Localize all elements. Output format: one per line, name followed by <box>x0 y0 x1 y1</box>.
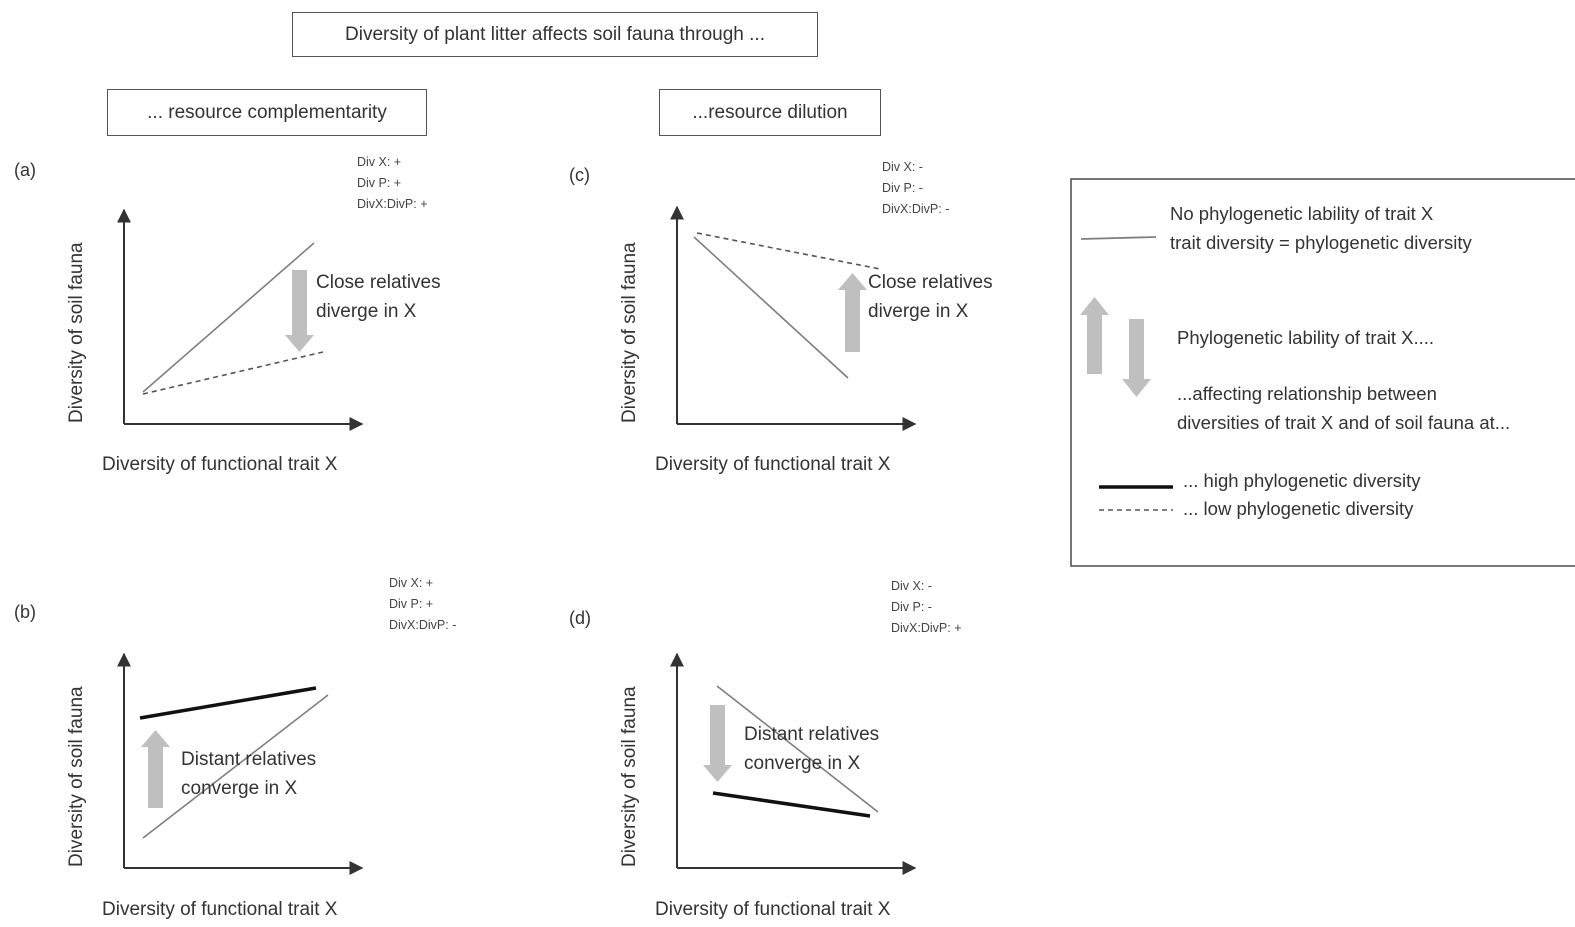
panel-b-up-arrow <box>141 730 170 808</box>
legend-up-arrow <box>1080 297 1109 374</box>
panel-d-no-lability-line <box>716 685 879 813</box>
panel-d-effect-divx: Div X: - <box>891 579 932 593</box>
panel-b-high-pd-line <box>139 686 317 720</box>
panel-a-no-lability-line <box>142 242 315 393</box>
title-box: Diversity of plant litter affects soil f… <box>292 12 818 57</box>
panel-d-effect-interaction: DivX:DivP: + <box>891 621 962 635</box>
panel-d-y-label: Diversity of soil fauna <box>619 686 640 867</box>
legend-box <box>1070 178 1575 567</box>
panel-a-label: (a) <box>14 160 36 180</box>
panel-a-low-pd-line <box>142 351 324 395</box>
legend-no-lability-line1: No phylogenetic lability of trait X <box>1170 203 1434 224</box>
panel-b-plot <box>117 652 364 875</box>
panel-a-effect-divx: Div X: + <box>357 155 402 169</box>
panel-d-plot <box>670 652 917 875</box>
panel-d-label: (d) <box>569 608 591 628</box>
panel-a-y-label: Diversity of soil fauna <box>66 242 87 423</box>
panel-d-annotation-line1: Distant relatives <box>744 724 880 745</box>
panel-b-effects: Div X: + Div P: + DivX:DivP: - <box>389 573 456 636</box>
panel-c-annotation: Close relatives diverge in X <box>868 268 993 326</box>
panel-d-high-pd-line <box>712 791 871 818</box>
panel-a-annotation-line1: Close relatives <box>316 272 441 293</box>
panel-a-effect-divp: Div P: + <box>357 176 402 190</box>
panel-b-effect-interaction: DivX:DivP: - <box>389 618 457 632</box>
panel-a-effects: Div X: + Div P: + DivX:DivP: + <box>357 152 428 215</box>
panel-c-annotation-line2: diverge in X <box>868 301 969 322</box>
panel-c-effects: Div X: - Div P: - DivX:DivP: - <box>882 157 949 220</box>
panel-c-effect-divp: Div P: - <box>882 181 923 195</box>
panel-b-no-lability-line <box>142 694 329 839</box>
panel-d-annotation-line2: converge in X <box>744 753 861 774</box>
legend-lability: Phylogenetic lability of trait X.... <box>1177 327 1435 348</box>
panel-d-annotation: Distant relatives converge in X <box>744 720 879 778</box>
panel-a-x-label: Diversity of functional trait X <box>102 454 338 475</box>
panel-b-annotation: Distant relatives converge in X <box>181 745 316 803</box>
panel-b-effect-divp: Div P: + <box>389 597 434 611</box>
panel-b-y-label: Diversity of soil fauna <box>66 686 87 867</box>
panel-c-effect-divx: Div X: - <box>882 160 923 174</box>
panel-b-label: (b) <box>14 602 36 622</box>
legend-down-arrow <box>1122 319 1151 397</box>
panel-c-x-label: Diversity of functional trait X <box>655 454 891 475</box>
panel-a-effect-interaction: DivX:DivP: + <box>357 197 428 211</box>
panel-d-effects: Div X: - Div P: - DivX:DivP: + <box>891 576 962 639</box>
panel-c-plot <box>670 205 917 431</box>
panel-a-annotation: Close relatives diverge in X <box>316 268 441 326</box>
panel-b-annotation-line1: Distant relatives <box>181 749 317 770</box>
panel-c-annotation-line1: Close relatives <box>868 272 993 293</box>
panel-c-up-arrow <box>838 273 867 352</box>
panel-d-down-arrow <box>703 705 732 782</box>
mechanism-complementarity-box: ... resource complementarity <box>107 89 427 136</box>
panel-a-plot <box>117 208 364 431</box>
legend-affecting-line2: diversities of trait X and of soil fauna… <box>1177 412 1511 433</box>
panel-b-annotation-line2: converge in X <box>181 778 298 799</box>
panel-d-effect-divp: Div P: - <box>891 600 932 614</box>
panel-c-label: (c) <box>569 165 590 185</box>
legend-low-pd: ... low phylogenetic diversity <box>1183 498 1414 519</box>
panel-c-no-lability-line <box>693 236 849 379</box>
panel-b-x-label: Diversity of functional trait X <box>102 899 338 920</box>
panel-a-annotation-line2: diverge in X <box>316 301 417 322</box>
legend-high-pd: ... high phylogenetic diversity <box>1183 470 1421 491</box>
mechanism-dilution-box: ...resource dilution <box>659 89 881 136</box>
legend-thin-line <box>1080 236 1157 240</box>
panel-b-effect-divx: Div X: + <box>389 576 434 590</box>
panel-d-x-label: Diversity of functional trait X <box>655 899 891 920</box>
legend-affecting-line1: ...affecting relationship between <box>1177 383 1437 404</box>
panel-c-y-label: Diversity of soil fauna <box>619 242 640 423</box>
panel-a-down-arrow <box>285 270 314 352</box>
panel-c-effect-interaction: DivX:DivP: - <box>882 202 950 216</box>
panel-c-low-pd-line <box>696 232 881 270</box>
legend-no-lability-line2: trait diversity = phylogenetic diversity <box>1170 232 1472 253</box>
